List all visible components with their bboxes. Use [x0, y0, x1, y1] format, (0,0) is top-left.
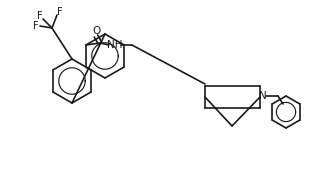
Text: NH: NH — [107, 40, 123, 50]
Text: F: F — [37, 11, 43, 21]
Text: F: F — [57, 7, 63, 17]
Text: N: N — [259, 91, 267, 101]
Text: F: F — [33, 21, 39, 31]
Text: O: O — [93, 26, 101, 36]
